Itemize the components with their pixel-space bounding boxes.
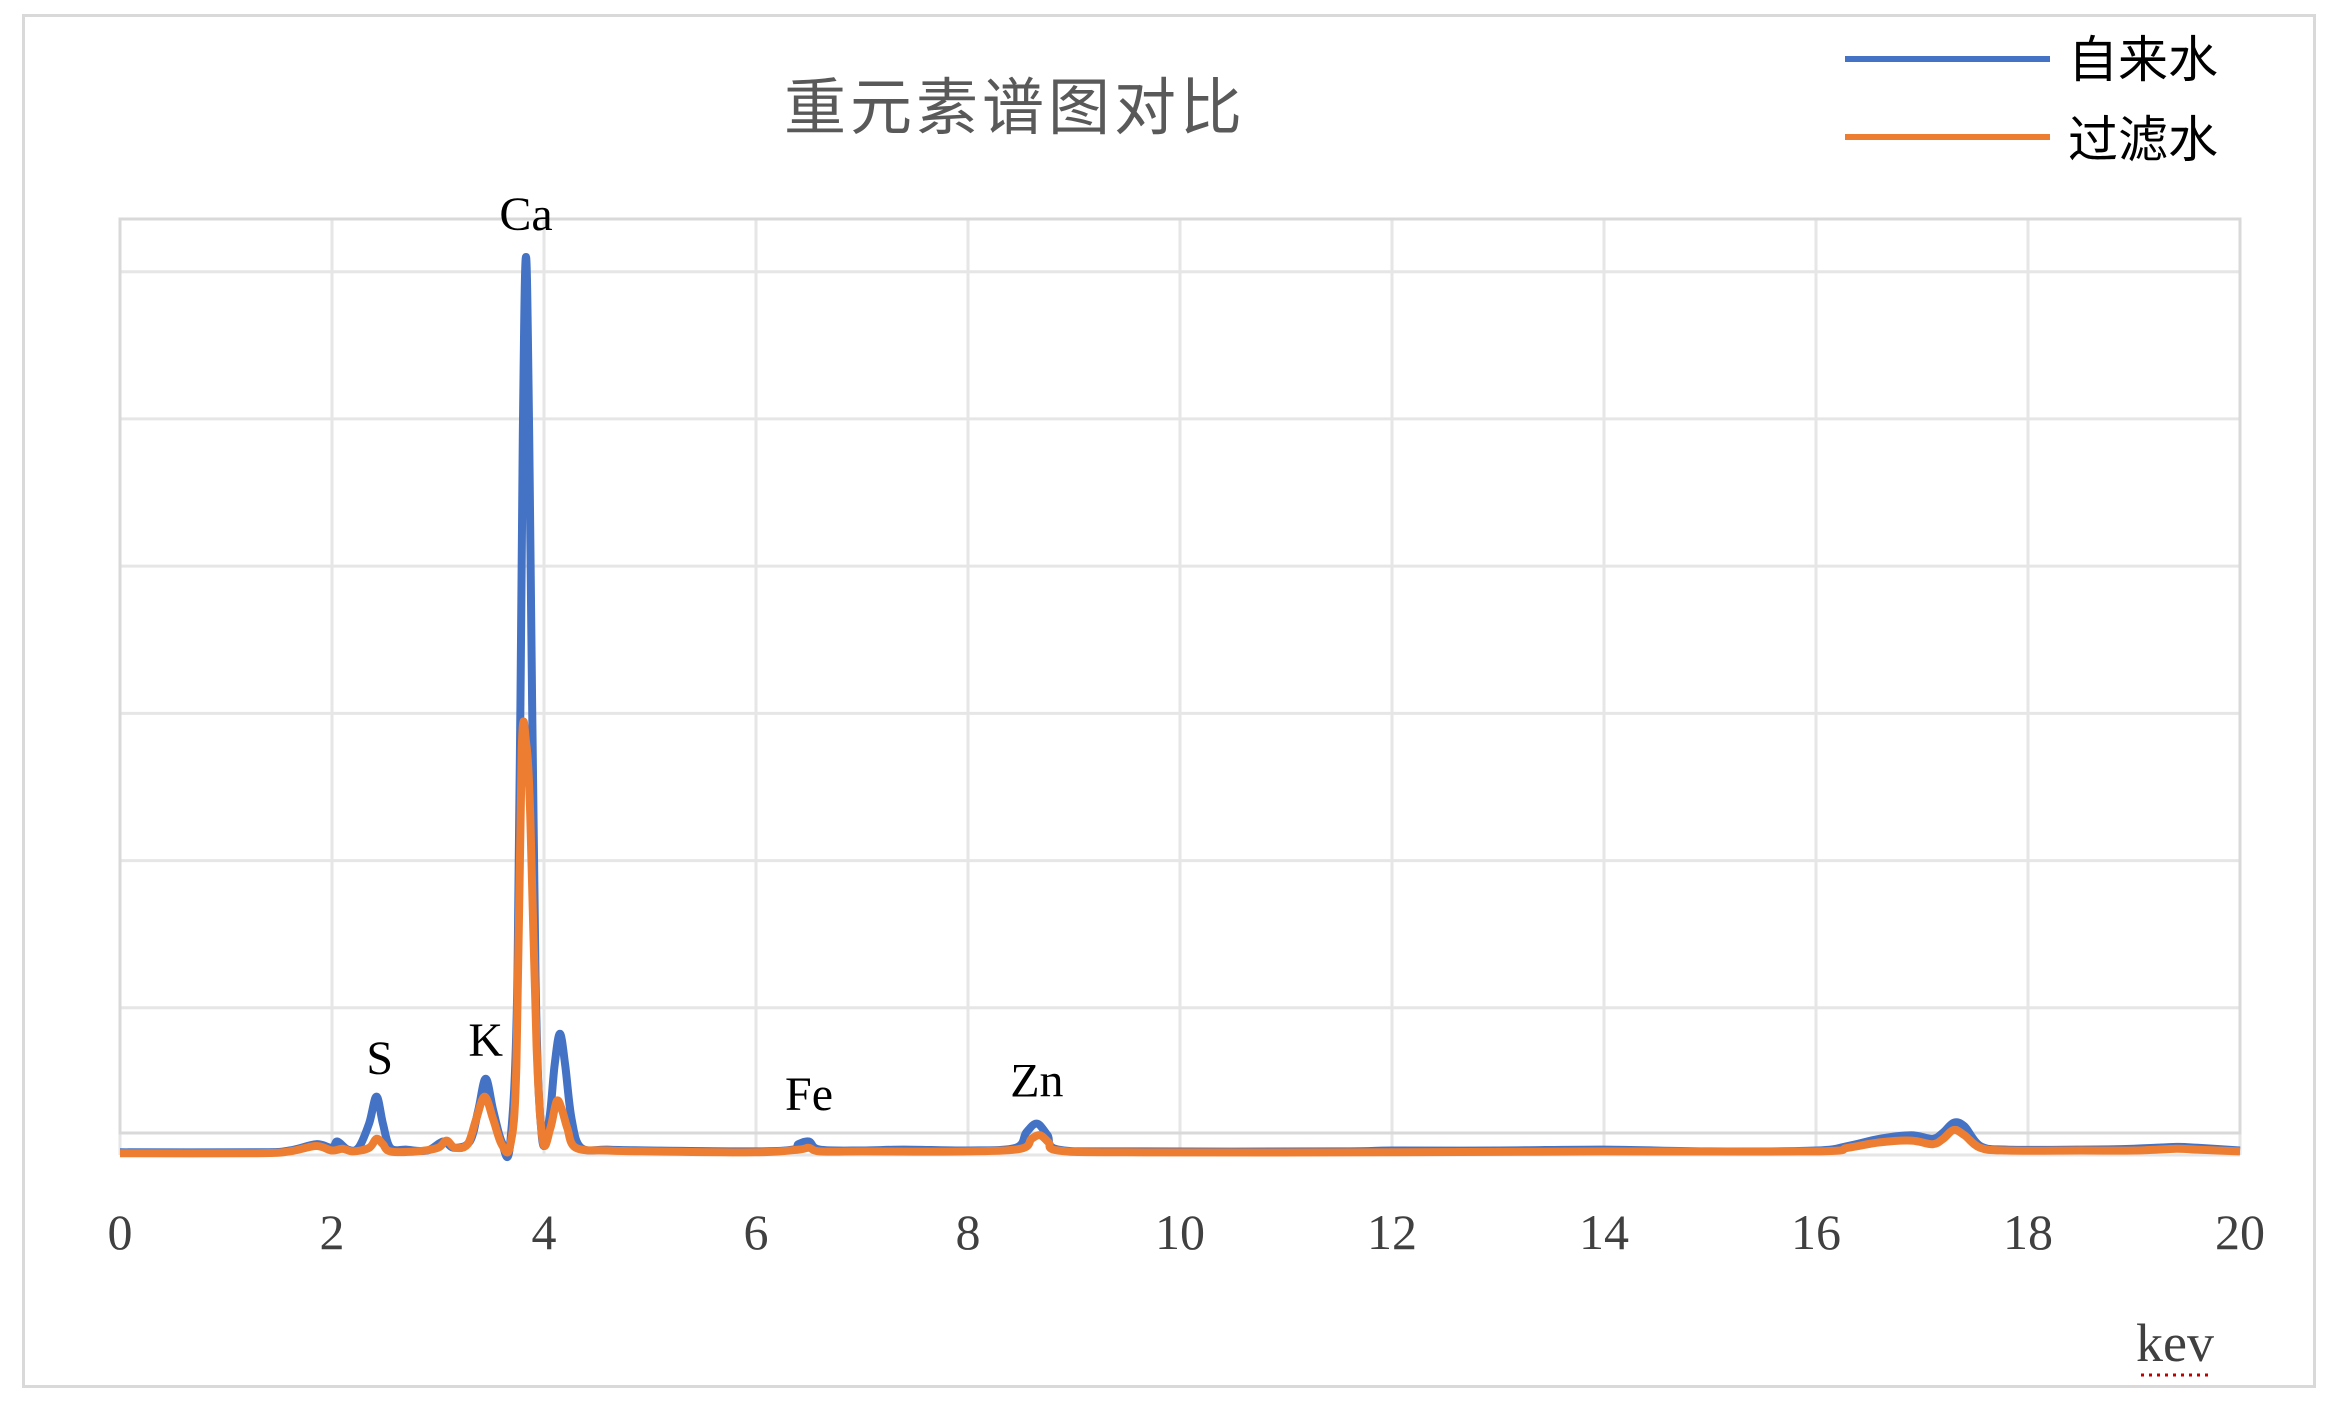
x-tick-label-8: 8 (956, 1204, 981, 1260)
legend: 自来水 过滤水 (1845, 31, 2218, 169)
legend-item-tap-water: 自来水 (1845, 31, 2218, 89)
peak-label-fe: Fe (785, 1068, 833, 1121)
peak-labels: S K Ca Fe Zn (366, 188, 1063, 1121)
x-tick-label-16: 16 (1791, 1204, 1841, 1260)
peak-label-k: K (468, 1014, 503, 1067)
chart-title: 重元素谱图对比 (784, 71, 1246, 144)
legend-item-filtered-water: 过滤水 (1845, 111, 2218, 169)
x-tick-label-6: 6 (744, 1204, 769, 1260)
x-tick-label-20: 20 (2215, 1204, 2265, 1260)
peak-label-s: S (366, 1032, 393, 1085)
series-layer (119, 253, 2241, 1162)
x-tick-label-14: 14 (1579, 1204, 1629, 1260)
grid (118, 219, 2242, 1157)
x-axis-ticks: 0 2 4 6 8 10 12 14 16 18 20 (108, 1204, 2266, 1260)
x-tick-label-10: 10 (1155, 1204, 1205, 1260)
plot-area-border (118, 217, 2242, 1135)
x-tick-label-4: 4 (532, 1204, 557, 1260)
x-tick-label-0: 0 (108, 1204, 133, 1260)
x-axis-label: kev (2136, 1313, 2214, 1373)
legend-label-filtered-water: 过滤水 (2068, 111, 2218, 169)
chart-frame: 重元素谱图对比 自来水 过滤水 S K Ca Fe Zn 0 2 4 6 8 10 12 14 16 18… (22, 14, 2316, 1388)
x-tick-label-18: 18 (2003, 1204, 2053, 1260)
legend-label-tap-water: 自来水 (2068, 31, 2218, 89)
x-tick-label-2: 2 (320, 1204, 345, 1260)
peak-label-ca: Ca (499, 188, 552, 241)
series-line-filtered-water (119, 717, 2241, 1158)
chart-svg: 重元素谱图对比 自来水 过滤水 S K Ca Fe Zn 0 2 4 6 8 10 12 14 16 18… (108, 31, 2266, 1377)
x-tick-label-12: 12 (1367, 1204, 1417, 1260)
peak-label-zn: Zn (1010, 1055, 1063, 1108)
